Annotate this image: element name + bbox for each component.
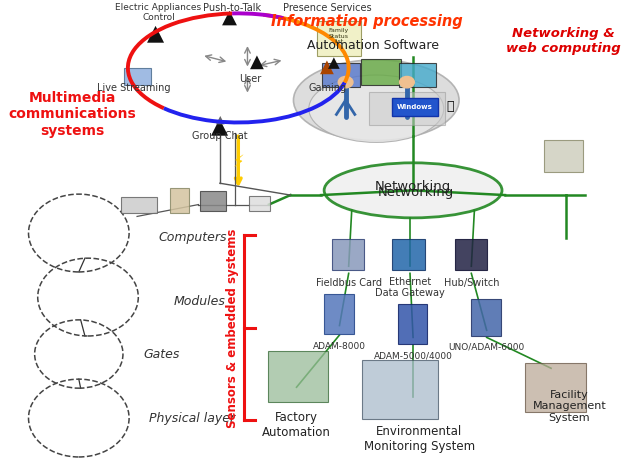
FancyBboxPatch shape xyxy=(525,362,586,412)
Text: ▲: ▲ xyxy=(250,53,264,71)
Text: Fieldbus Card: Fieldbus Card xyxy=(316,278,381,288)
Ellipse shape xyxy=(324,163,502,218)
Circle shape xyxy=(399,76,414,88)
Text: Push-to-Talk: Push-to-Talk xyxy=(203,3,261,13)
Text: ▲: ▲ xyxy=(147,24,164,44)
Text: ▲: ▲ xyxy=(320,58,334,76)
FancyBboxPatch shape xyxy=(369,92,445,125)
Text: Ethernet
Data Gateway: Ethernet Data Gateway xyxy=(375,277,445,298)
FancyBboxPatch shape xyxy=(392,98,438,116)
FancyBboxPatch shape xyxy=(471,298,500,336)
FancyBboxPatch shape xyxy=(332,239,364,270)
Ellipse shape xyxy=(309,75,444,142)
Text: ADAM-8000: ADAM-8000 xyxy=(313,342,366,352)
Text: 🐧: 🐧 xyxy=(446,100,454,114)
Ellipse shape xyxy=(294,60,459,141)
Text: Gates: Gates xyxy=(143,348,180,361)
Text: Modules: Modules xyxy=(174,295,226,308)
Text: Sensors & embedded systems: Sensors & embedded systems xyxy=(226,228,239,428)
FancyBboxPatch shape xyxy=(361,59,401,85)
Text: ▲: ▲ xyxy=(211,116,228,136)
FancyBboxPatch shape xyxy=(120,197,157,213)
Text: Computers: Computers xyxy=(159,231,227,244)
Text: UNO/ADAM-6000: UNO/ADAM-6000 xyxy=(449,342,525,352)
FancyBboxPatch shape xyxy=(323,63,360,87)
Text: ▲: ▲ xyxy=(221,8,237,27)
Text: Automation Software: Automation Software xyxy=(307,39,439,52)
Text: Facility
Management
System: Facility Management System xyxy=(532,390,606,423)
Text: Family
Status
list: Family Status list xyxy=(329,28,349,45)
FancyBboxPatch shape xyxy=(317,21,361,56)
Text: Multimedia
communications
systems: Multimedia communications systems xyxy=(9,91,136,138)
Text: Information processing: Information processing xyxy=(271,14,463,29)
Text: Live Streaming: Live Streaming xyxy=(97,83,171,93)
FancyBboxPatch shape xyxy=(170,188,189,213)
Text: Hub/Switch: Hub/Switch xyxy=(444,278,499,288)
Text: Factory
Automation: Factory Automation xyxy=(262,411,331,439)
Text: ▲: ▲ xyxy=(216,114,224,124)
Text: Networking &
web computing: Networking & web computing xyxy=(506,27,621,55)
FancyBboxPatch shape xyxy=(362,360,438,419)
Text: Windows: Windows xyxy=(397,104,433,110)
FancyBboxPatch shape xyxy=(455,239,486,270)
Text: ⚡: ⚡ xyxy=(232,153,244,171)
Text: Physical layer: Physical layer xyxy=(149,411,236,425)
Text: User: User xyxy=(239,74,262,84)
Text: Presence Services: Presence Services xyxy=(283,3,371,13)
FancyBboxPatch shape xyxy=(250,196,270,211)
Text: ▲: ▲ xyxy=(328,55,339,70)
Text: ADAM-5000/4000: ADAM-5000/4000 xyxy=(374,352,452,361)
FancyBboxPatch shape xyxy=(124,68,150,85)
FancyBboxPatch shape xyxy=(399,63,436,87)
FancyBboxPatch shape xyxy=(200,191,226,211)
FancyBboxPatch shape xyxy=(324,294,354,333)
Text: Networking: Networking xyxy=(378,186,454,199)
FancyBboxPatch shape xyxy=(397,304,427,344)
Text: Group Chat: Group Chat xyxy=(192,131,248,141)
Text: Electric Appliances
Control: Electric Appliances Control xyxy=(115,3,202,22)
FancyBboxPatch shape xyxy=(392,239,426,270)
Text: Environmental
Monitoring System: Environmental Monitoring System xyxy=(364,426,475,454)
Text: Networking: Networking xyxy=(375,180,451,193)
Text: Gaming: Gaming xyxy=(308,83,346,93)
FancyBboxPatch shape xyxy=(544,140,583,172)
Circle shape xyxy=(339,76,353,88)
FancyBboxPatch shape xyxy=(268,351,328,402)
